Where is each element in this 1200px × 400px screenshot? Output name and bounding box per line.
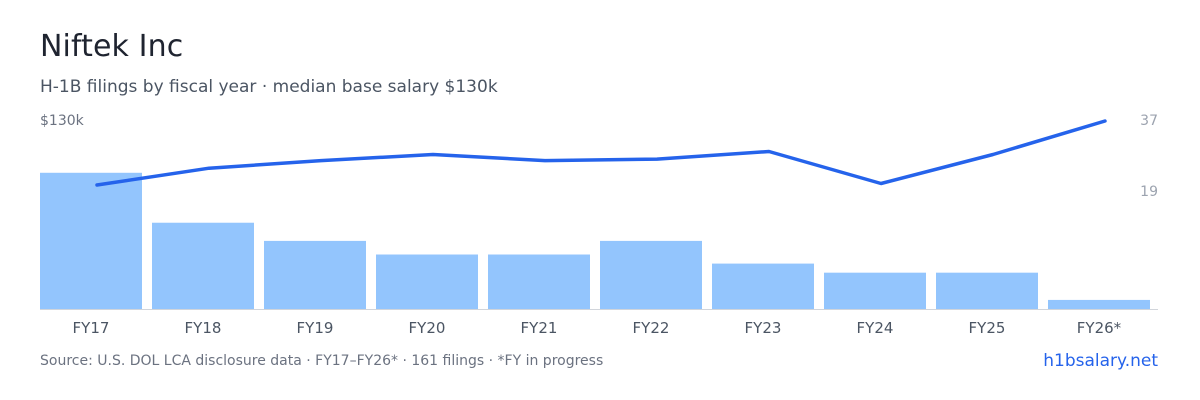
bar-fy18: [152, 222, 254, 309]
bar-fy26-partial: [1048, 299, 1150, 309]
x-tick-label: FY22: [633, 319, 670, 337]
bars-group: [40, 172, 1150, 309]
bar-fy25: [936, 272, 1038, 309]
bar-fy23: [712, 263, 814, 309]
brand-link[interactable]: h1bsalary.net: [1043, 351, 1158, 371]
x-tick-label: FY18: [185, 319, 222, 337]
bar-fy24: [824, 272, 926, 309]
bar-fy20: [376, 254, 478, 309]
x-tick-label: FY25: [969, 319, 1006, 337]
x-tick-label: FY17: [73, 319, 110, 337]
x-tick-label: FY21: [521, 319, 558, 337]
bar-fy19: [264, 240, 366, 309]
right-axis-tick: 37: [1140, 113, 1158, 129]
bar-fy21: [488, 254, 590, 309]
bar-fy22: [600, 240, 702, 309]
right-axis-tick: 19: [1140, 184, 1158, 200]
source-note: Source: U.S. DOL LCA disclosure data · F…: [40, 353, 604, 369]
right-axis-ticks: 37 19: [1140, 113, 1158, 200]
x-tick-label: FY19: [297, 319, 334, 337]
salary-line: [95, 119, 1107, 187]
bar-fy17: [40, 172, 142, 309]
page-subtitle: H-1B filings by fiscal year · median bas…: [40, 77, 498, 97]
x-tick-label: FY20: [409, 319, 446, 337]
left-axis-label: $130k: [40, 113, 85, 129]
x-tick-label: FY24: [857, 319, 894, 337]
x-axis-labels: FY17 FY18 FY19 FY20 FY21 FY22 FY23 FY24 FY25 FY26…: [73, 319, 1122, 337]
page-title: Niftek Inc: [40, 29, 184, 64]
x-tick-label: FY26*: [1077, 319, 1122, 337]
x-tick-label: FY23: [745, 319, 782, 337]
